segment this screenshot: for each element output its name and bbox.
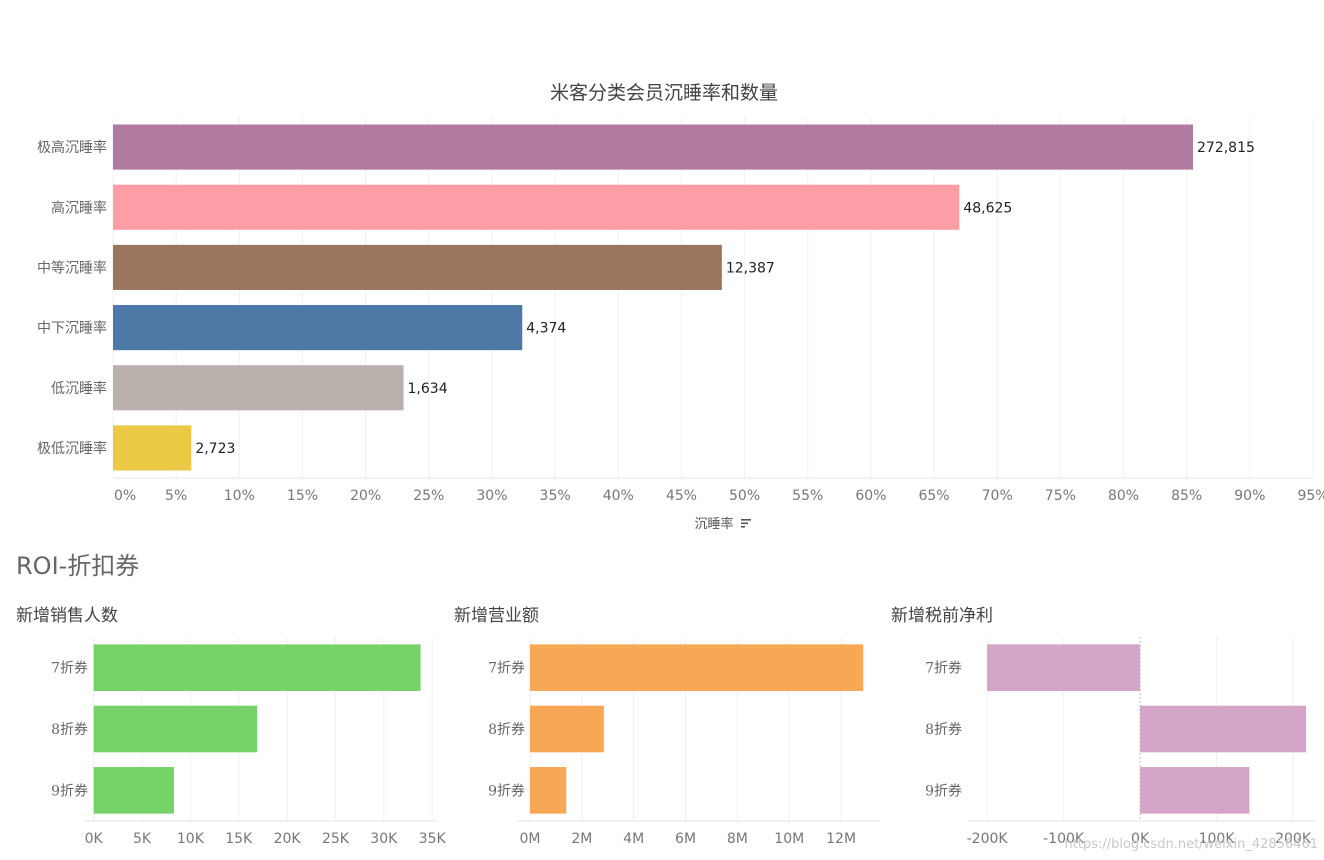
x-tick-label: 25% xyxy=(413,488,444,504)
x-tick-label: 40% xyxy=(603,488,634,504)
x-tick-label: 10K xyxy=(177,831,205,847)
new-pretax-profit-chart: 新增税前净利 7折券 8折券 9折券 -200K -100K 0K 100K 200K xyxy=(891,606,1316,847)
category-label: 9折券 xyxy=(925,783,962,799)
x-tick-label: 80% xyxy=(1108,488,1139,504)
x-tick-label: 45% xyxy=(666,488,697,504)
chart-title: 米客分类会员沉睡率和数量 xyxy=(550,82,778,104)
x-tick-label: 95% xyxy=(1297,488,1324,504)
x-tick-label: 50% xyxy=(729,488,760,504)
bar[interactable] xyxy=(529,705,604,753)
bar[interactable] xyxy=(113,305,523,351)
data-label: 48,625 xyxy=(963,200,1012,216)
x-tick-label: 15K xyxy=(225,831,253,847)
x-tick-label: 30% xyxy=(476,488,507,504)
x-tick-label: 5% xyxy=(165,488,187,504)
category-label: 8折券 xyxy=(51,722,88,738)
bar[interactable] xyxy=(113,244,722,290)
data-label: 1,634 xyxy=(408,381,448,397)
category-label: 9折券 xyxy=(51,783,88,799)
category-label: 7折券 xyxy=(51,661,88,677)
sort-descending-icon[interactable] xyxy=(741,519,751,528)
x-tick-label: 200K xyxy=(1275,831,1312,847)
x-tick-label: 100K xyxy=(1199,831,1236,847)
x-tick-label: 20K xyxy=(274,831,302,847)
category-label: 低沉睡率 xyxy=(51,380,107,397)
x-tick-label: 90% xyxy=(1234,488,1265,504)
x-tick-label: 5K xyxy=(133,831,152,847)
x-tick-label: 2M xyxy=(571,831,592,847)
x-tick-label: 0% xyxy=(114,488,136,504)
data-label: 272,815 xyxy=(1197,140,1255,156)
x-axis-label: 沉睡率 xyxy=(694,516,733,532)
x-tick-label: 15% xyxy=(287,488,318,504)
bar[interactable] xyxy=(93,644,421,691)
new-revenue-chart: 新增营业额 7折券 8折券 9折券 0M 2M 4M 6M 8M 10M 12M xyxy=(454,606,880,847)
x-tick-label: 8M xyxy=(727,831,748,847)
chart-title: 新增税前净利 xyxy=(891,606,993,626)
category-label: 高沉睡率 xyxy=(51,199,107,216)
x-tick-label: 0K xyxy=(85,831,104,847)
x-tick-label: 75% xyxy=(1045,488,1076,504)
bar[interactable] xyxy=(113,184,960,230)
category-label: 极低沉睡率 xyxy=(37,440,107,457)
x-tick-label: 65% xyxy=(918,488,949,504)
bar[interactable] xyxy=(113,425,192,471)
data-label: 4,374 xyxy=(526,321,566,337)
x-tick-label: 4M xyxy=(623,831,644,847)
chart-title: 新增销售人数 xyxy=(16,606,118,626)
x-tick-label: 60% xyxy=(855,488,886,504)
x-tick-label: 30K xyxy=(370,831,398,847)
new-sales-count-chart: 新增销售人数 7折券 8折券 9折券 0K 5K 10K 15K 20K 25K 30K 35K xyxy=(16,606,446,847)
category-label: 7折券 xyxy=(488,661,525,677)
x-tick-label: 10M xyxy=(774,831,804,847)
x-tick-label: 6M xyxy=(675,831,696,847)
bar[interactable] xyxy=(1140,705,1307,753)
bar[interactable] xyxy=(113,365,404,411)
x-tick-label: 35% xyxy=(540,488,571,504)
bar[interactable] xyxy=(987,644,1141,691)
x-tick-label: 0M xyxy=(519,831,540,847)
x-tick-label: -200K xyxy=(967,831,1009,847)
x-tick-label: 10% xyxy=(224,488,255,504)
data-label: 2,723 xyxy=(195,441,235,457)
bar[interactable] xyxy=(529,644,864,691)
chart-title: 新增营业额 xyxy=(454,606,539,626)
category-label: 中等沉睡率 xyxy=(37,259,107,276)
x-tick-label: 12M xyxy=(826,831,856,847)
x-tick-label: 25K xyxy=(322,831,350,847)
x-tick-label: 85% xyxy=(1171,488,1202,504)
x-tick-label: 55% xyxy=(792,488,823,504)
x-tick-label: 35K xyxy=(419,831,447,847)
category-label: 8折券 xyxy=(488,722,525,738)
x-tick-label: 20% xyxy=(350,488,381,504)
bar[interactable] xyxy=(1140,767,1250,814)
watermark-text: https://blog.csdn.net/weixin_42856461 xyxy=(1064,837,1318,852)
data-label: 12,387 xyxy=(726,260,775,276)
category-label: 8折券 xyxy=(925,722,962,738)
bar[interactable] xyxy=(529,767,567,814)
x-tick-label: 0K xyxy=(1131,831,1150,847)
bar[interactable] xyxy=(93,705,258,753)
category-label: 9折券 xyxy=(488,783,525,799)
category-label: 7折券 xyxy=(925,661,962,677)
category-label: 中下沉睡率 xyxy=(37,320,107,337)
x-tick-label: 70% xyxy=(982,488,1013,504)
section-title: ROI-折扣券 xyxy=(16,552,139,580)
x-tick-label: -100K xyxy=(1043,831,1085,847)
bar[interactable] xyxy=(113,124,1193,170)
category-label: 极高沉睡率 xyxy=(37,139,107,156)
bar[interactable] xyxy=(93,767,174,814)
